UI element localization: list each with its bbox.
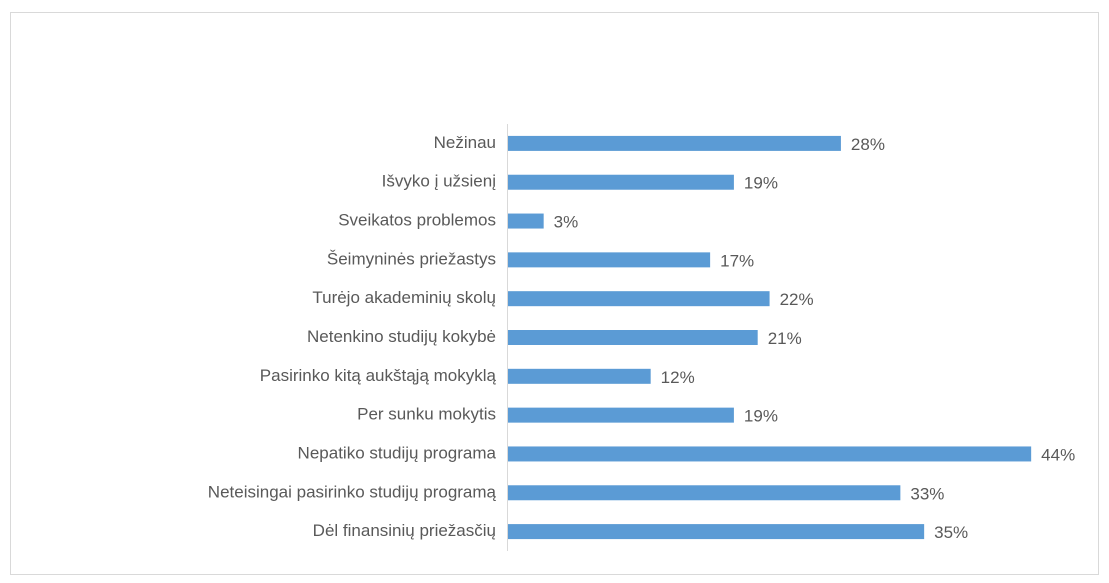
data-label: 17% xyxy=(720,251,754,270)
y-tick-label: Pasirinko kitą aukštąją mokyklą xyxy=(260,366,497,385)
data-label: 21% xyxy=(768,329,802,348)
data-label: 3% xyxy=(554,213,579,232)
bar xyxy=(508,368,651,384)
data-label: 12% xyxy=(661,368,695,387)
y-tick-label: Šeimyninės priežastys xyxy=(327,249,496,268)
data-label: 22% xyxy=(780,290,814,309)
y-tick-label: Nepatiko studijų programa xyxy=(298,443,497,462)
y-tick-label: Nežinau xyxy=(434,133,496,152)
y-tick-label: Išvyko į užsienį xyxy=(382,172,497,191)
bar xyxy=(508,291,770,307)
y-tick-label: Sveikatos problemos xyxy=(338,211,496,230)
y-tick-label: Per sunku mokytis xyxy=(357,405,496,424)
y-tick-label: Neteisingai pasirinko studijų programą xyxy=(208,482,497,501)
data-label: 44% xyxy=(1041,445,1075,464)
bar xyxy=(508,330,758,345)
data-label: 19% xyxy=(744,174,778,193)
y-tick-label: Turėjo akademinių skolų xyxy=(312,288,496,307)
bar xyxy=(508,485,901,501)
bar xyxy=(508,174,734,190)
data-label: 35% xyxy=(934,523,968,542)
y-tick-label: Dėl finansinių priežasčių xyxy=(313,521,496,540)
bar xyxy=(508,252,711,268)
bar xyxy=(508,524,925,540)
bar xyxy=(508,213,544,229)
data-label: 19% xyxy=(744,407,778,426)
y-tick-label: Netenkino studijų kokybė xyxy=(307,327,496,346)
data-label: 33% xyxy=(910,484,944,503)
bar xyxy=(508,446,1032,462)
data-label: 28% xyxy=(851,135,885,154)
bar xyxy=(508,407,734,423)
bar xyxy=(508,135,841,151)
